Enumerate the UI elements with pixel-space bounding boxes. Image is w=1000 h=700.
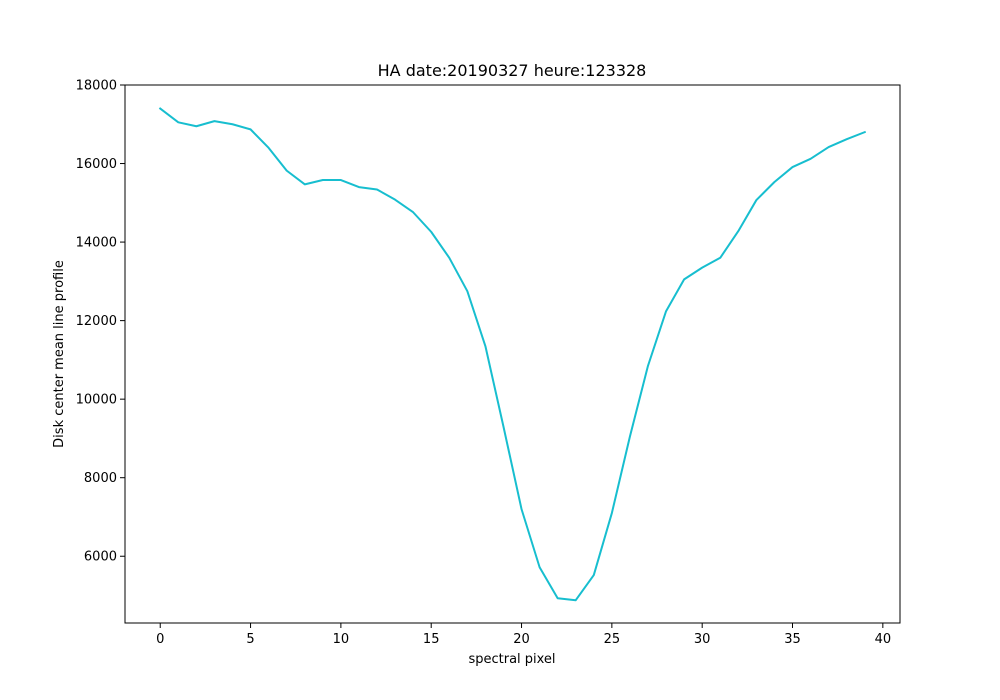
series-line-0 bbox=[158, 107, 867, 602]
x-tick-label: 30 bbox=[694, 632, 711, 647]
x-axis-label: spectral pixel bbox=[468, 652, 555, 667]
plot-content bbox=[158, 107, 867, 602]
x-tick-label: 35 bbox=[784, 632, 801, 647]
y-tick-label: 6000 bbox=[84, 550, 117, 565]
x-tick-label: 5 bbox=[246, 632, 254, 647]
chart-title: HA date:20190327 heure:123328 bbox=[378, 61, 647, 80]
x-axis: 0 5 10 15 20 25 30 35 40 bbox=[156, 623, 891, 647]
x-tick-label: 25 bbox=[604, 632, 621, 647]
y-tick-label: 14000 bbox=[76, 236, 117, 251]
y-tick-label: 16000 bbox=[76, 157, 117, 172]
y-tick-label: 12000 bbox=[76, 314, 117, 329]
x-tick-label: 0 bbox=[156, 632, 164, 647]
x-tick-label: 20 bbox=[513, 632, 530, 647]
x-tick-label: 40 bbox=[875, 632, 892, 647]
y-axis-label: Disk center mean line profile bbox=[52, 260, 67, 448]
x-tick-label: 15 bbox=[423, 632, 440, 647]
y-tick-label: 10000 bbox=[76, 393, 117, 408]
plot-frame bbox=[124, 84, 901, 624]
y-axis: 6000 8000 10000 12000 14000 16000 18000 bbox=[76, 79, 125, 565]
y-tick-label: 8000 bbox=[84, 471, 117, 486]
y-tick-label: 18000 bbox=[76, 79, 117, 94]
x-tick-label: 10 bbox=[333, 632, 350, 647]
